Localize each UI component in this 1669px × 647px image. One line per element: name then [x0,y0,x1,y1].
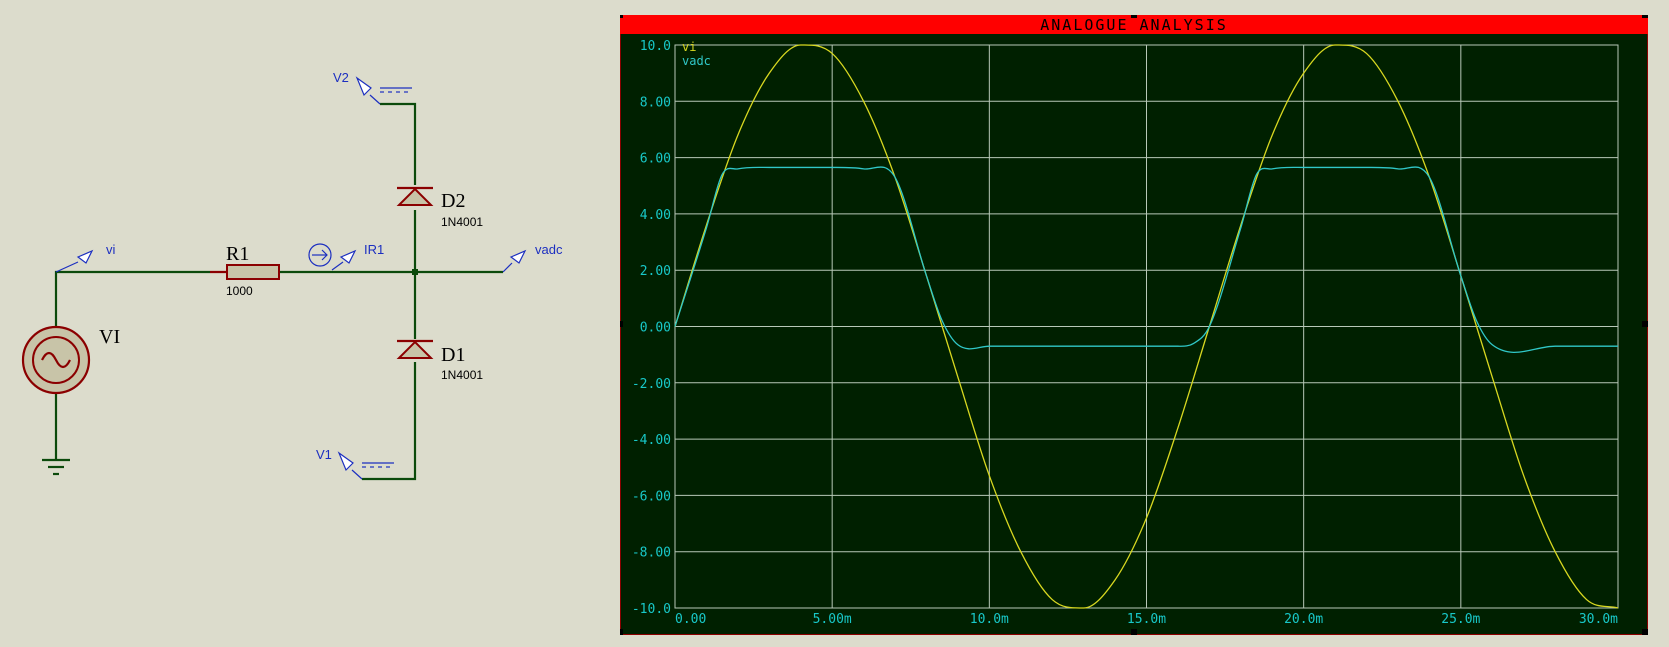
y-tick-label: 0.00 [640,321,671,336]
series-line-vadc [674,166,1618,354]
x-tick-label: 10.0m [970,612,1009,627]
d2-ref-label: D2 [441,190,465,212]
tick-labels: 10.0 8.00 6.00 4.00 2.00 0.00 -2.00 -4.00 -6.00 -… [632,39,1618,627]
d2-model-label: 1N4001 [441,215,483,229]
y-tick-label: -10.0 [632,602,671,617]
y-tick-label: 10.0 [640,39,671,54]
terminal-v1[interactable] [337,451,394,480]
y-tick-label: 8.00 [640,95,671,110]
voltage-probe-vi[interactable] [55,249,94,273]
d1-ref-label: D1 [441,344,465,366]
ground-symbol[interactable] [42,458,70,476]
probe-vadc-label: vadc [535,242,563,257]
terminal-v2[interactable] [355,76,412,105]
resize-handle-mr[interactable] [1642,321,1648,327]
junction-dot [412,269,418,275]
x-tick-label: 20.0m [1284,612,1323,627]
probe-vi-label: vi [106,242,116,257]
terminal-v1-label: V1 [316,447,332,462]
resistor-r1[interactable] [210,264,280,280]
x-tick-label: 15.0m [1127,612,1166,627]
analogue-analysis-graph[interactable]: ANALOGUE ANALYSIS 10.0 8.00 6.00 4.00 2.00 0.… [620,15,1648,635]
resize-handle-bm[interactable] [1131,629,1137,635]
resize-handle-bl[interactable] [620,629,623,635]
resize-handle-br[interactable] [1642,629,1648,635]
diode-d2[interactable] [396,186,434,206]
legend-vi: vi [682,40,696,54]
graph-frame [620,15,1648,635]
source-ref-label: VI [99,326,120,348]
resistor-value-label: 1000 [226,284,253,298]
wire-source-to-resistor[interactable] [54,270,210,327]
wire-d2-to-v2[interactable] [380,102,417,185]
y-tick-label: -4.00 [632,433,671,448]
d1-model-label: 1N4001 [441,368,483,382]
voltage-probe-vadc[interactable] [502,249,527,273]
sine-icon [41,351,71,369]
y-tick-label: -8.00 [632,546,671,561]
diode-d1[interactable] [396,339,434,359]
graph-title: ANALOGUE ANALYSIS [1040,16,1228,34]
x-tick-label: 25.0m [1441,612,1480,627]
y-tick-label: -2.00 [632,377,671,392]
resize-handle-tm[interactable] [1131,15,1137,18]
x-tick-label: 30.0m [1579,612,1618,627]
resize-handle-tr[interactable] [1642,15,1648,18]
resize-handle-tl[interactable] [620,15,623,18]
wire-d1-to-v1[interactable] [362,362,417,481]
series-traces [674,44,1619,609]
x-tick-label: 0.00 [675,612,706,627]
y-tick-label: -6.00 [632,489,671,504]
y-tick-label: 6.00 [640,152,671,167]
schematic-canvas[interactable]: VI R1 1000 D2 1N4001 D1 1N4001 vi IR1 va… [0,0,615,647]
current-probe-ir1[interactable] [308,243,357,271]
legend-vadc: vadc [682,54,711,68]
y-tick-label: 2.00 [640,264,671,279]
x-tick-label: 5.00m [813,612,852,627]
resistor-ref-label: R1 [226,243,249,265]
y-tick-label: 4.00 [640,208,671,223]
ac-source-vi[interactable] [21,325,91,395]
terminal-v2-label: V2 [333,70,349,85]
resize-handle-ml[interactable] [620,321,623,327]
grid [674,44,1619,609]
probe-ir1-label: IR1 [364,242,384,257]
graph-title-bar[interactable] [620,15,1648,34]
